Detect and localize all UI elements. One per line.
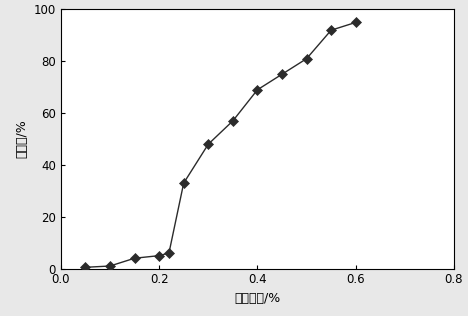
X-axis label: 单体浓度/%: 单体浓度/% — [234, 292, 280, 305]
Y-axis label: 皂核率/%: 皂核率/% — [15, 120, 28, 158]
